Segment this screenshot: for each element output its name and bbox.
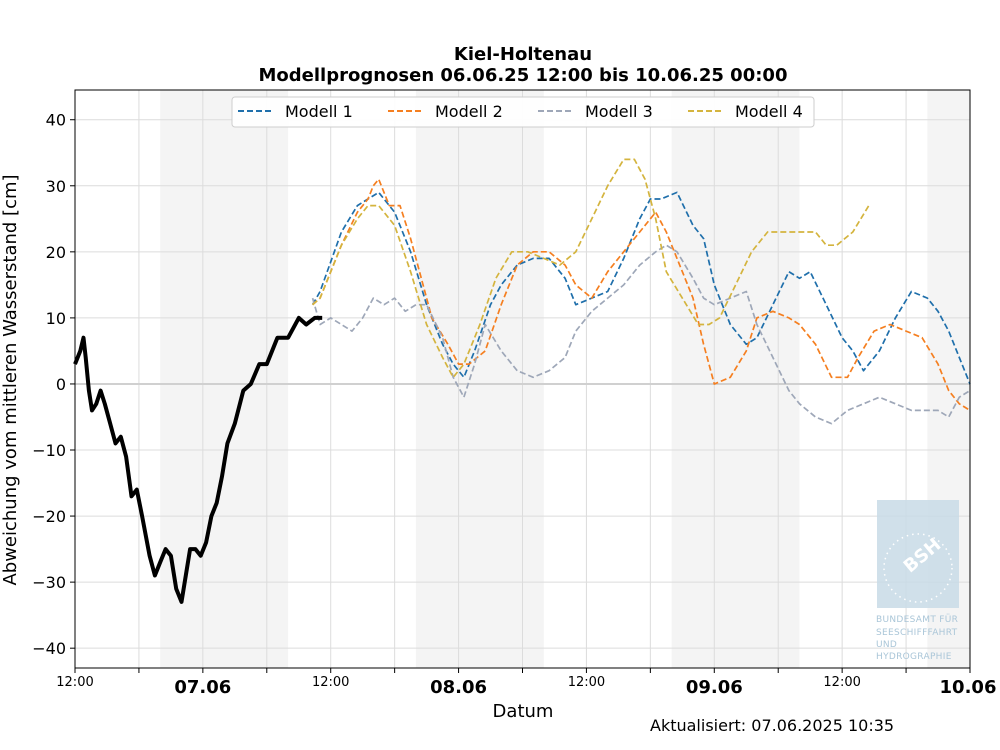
legend-label: Modell 3 bbox=[585, 102, 653, 121]
series-observed bbox=[73, 315, 323, 604]
y-tick-label: −40 bbox=[32, 639, 66, 658]
x-tick-label: 09.06 bbox=[686, 677, 743, 698]
y-tick-label: 40 bbox=[46, 111, 66, 130]
y-tick-label: 20 bbox=[46, 243, 66, 262]
y-tick-label: −20 bbox=[32, 507, 66, 526]
logo-line-2: SEESCHIFFFAHRT bbox=[876, 628, 958, 638]
y-tick-label: 0 bbox=[56, 375, 66, 394]
legend-box bbox=[231, 96, 815, 128]
logo-line-3: UND bbox=[876, 640, 897, 650]
logo-ring bbox=[883, 533, 953, 603]
x-tick-label: 12:00 bbox=[823, 675, 860, 690]
chart-title: Kiel-Holtenau bbox=[454, 44, 592, 65]
y-axis-ticks: 40 30 20 10 0 −10 −20 −30 −40 bbox=[32, 111, 75, 658]
x-axis-label: Datum bbox=[493, 701, 554, 722]
series-modell-3 bbox=[311, 244, 971, 425]
y-tick-label: −10 bbox=[32, 441, 66, 460]
y-tick-label: 10 bbox=[46, 309, 66, 328]
night-band bbox=[415, 90, 544, 668]
series-modell-4 bbox=[312, 158, 870, 379]
logo-badge bbox=[877, 500, 959, 608]
legend-label: Modell 4 bbox=[735, 102, 803, 121]
logo-line-1: BUNDESAMT FÜR bbox=[876, 614, 958, 625]
x-tick-label: 12:00 bbox=[56, 675, 93, 690]
updated-timestamp: Aktualisiert: 07.06.2025 10:35 bbox=[650, 716, 894, 735]
x-tick-label: 12:00 bbox=[568, 675, 605, 690]
night-band bbox=[160, 90, 289, 668]
legend-label: Modell 2 bbox=[435, 102, 503, 121]
night-band bbox=[671, 90, 800, 668]
legend-label: Modell 1 bbox=[285, 102, 353, 121]
series-modell-1 bbox=[311, 191, 971, 385]
chart-subtitle: Modellprognosen 06.06.25 12:00 bis 10.06… bbox=[259, 65, 788, 86]
x-tick-label: 07.06 bbox=[174, 677, 231, 698]
x-tick-label: 10.06 bbox=[940, 677, 997, 698]
x-axis-ticks: 12:00 07.06 12:00 08.06 12:00 09.06 12:00 10.06 bbox=[56, 668, 996, 698]
series-lines bbox=[73, 158, 971, 604]
y-axis-label: Abweichung vom mittleren Wasserstand [cm… bbox=[0, 174, 21, 585]
y-tick-label: 30 bbox=[46, 177, 66, 196]
bsh-logo: BSH BUNDESAMT FÜR SEESCHIFFFAHRT UND HYD… bbox=[876, 500, 959, 662]
night-bands bbox=[160, 90, 970, 668]
legend: Modell 1 Modell 2 Modell 3 Modell 4 bbox=[231, 96, 815, 128]
y-tick-label: −30 bbox=[32, 573, 66, 592]
series-modell-2 bbox=[312, 178, 971, 412]
x-tick-label: 12:00 bbox=[312, 675, 349, 690]
logo-line-4: HYDROGRAPHIE bbox=[876, 652, 952, 662]
x-tick-label: 08.06 bbox=[430, 677, 487, 698]
